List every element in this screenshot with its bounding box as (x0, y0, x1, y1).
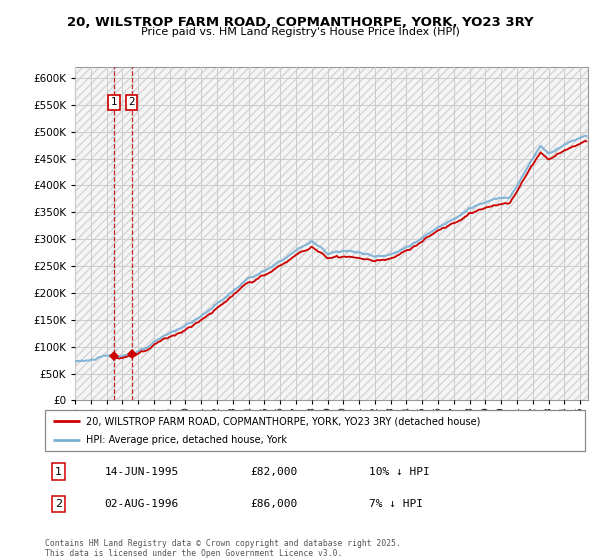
Text: 02-AUG-1996: 02-AUG-1996 (104, 499, 179, 509)
FancyBboxPatch shape (45, 410, 585, 451)
Text: 2: 2 (128, 97, 135, 107)
Text: 1: 1 (110, 97, 117, 107)
Text: £82,000: £82,000 (250, 467, 298, 477)
Text: Contains HM Land Registry data © Crown copyright and database right 2025.
This d: Contains HM Land Registry data © Crown c… (45, 539, 401, 558)
Text: £86,000: £86,000 (250, 499, 298, 509)
Text: 20, WILSTROP FARM ROAD, COPMANTHORPE, YORK, YO23 3RY (detached house): 20, WILSTROP FARM ROAD, COPMANTHORPE, YO… (86, 417, 480, 426)
Text: HPI: Average price, detached house, York: HPI: Average price, detached house, York (86, 435, 287, 445)
Text: 7% ↓ HPI: 7% ↓ HPI (369, 499, 423, 509)
Text: 2: 2 (55, 499, 62, 509)
Text: 1: 1 (55, 467, 62, 477)
Text: 20, WILSTROP FARM ROAD, COPMANTHORPE, YORK, YO23 3RY: 20, WILSTROP FARM ROAD, COPMANTHORPE, YO… (67, 16, 533, 29)
Text: 14-JUN-1995: 14-JUN-1995 (104, 467, 179, 477)
Text: Price paid vs. HM Land Registry's House Price Index (HPI): Price paid vs. HM Land Registry's House … (140, 27, 460, 37)
Text: 10% ↓ HPI: 10% ↓ HPI (369, 467, 430, 477)
Bar (112, 67, 116, 400)
